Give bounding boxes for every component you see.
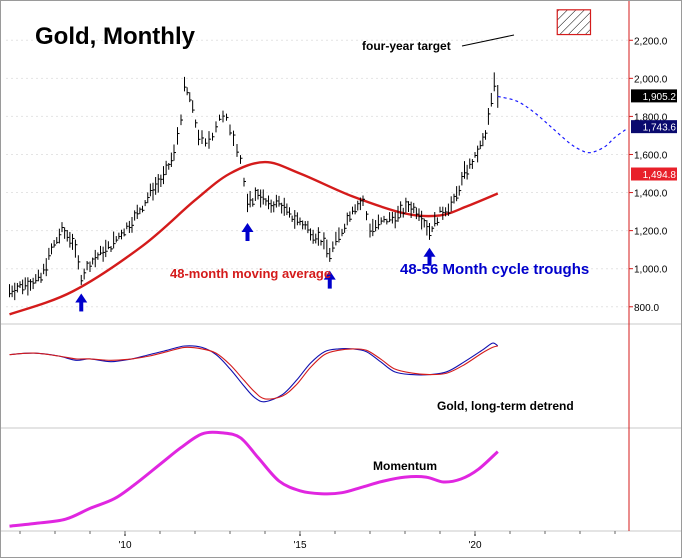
value-badge: 1,743.6 bbox=[631, 120, 677, 134]
price-tick-label: 1,800.0 bbox=[634, 112, 668, 123]
four-year-target-pointer bbox=[461, 34, 515, 47]
cycle-trough-arrow bbox=[423, 247, 436, 266]
cycle-trough-arrows bbox=[75, 223, 436, 312]
trough-arrow-shaft bbox=[245, 231, 250, 242]
trough-arrow-head bbox=[241, 223, 254, 233]
trough-arrow-head bbox=[75, 293, 88, 303]
x-axis: '10 '15 '20 bbox=[19, 531, 616, 551]
detrend-layer bbox=[9, 342, 499, 403]
detrend-label: Gold, long-term detrend bbox=[437, 399, 574, 413]
value-badge-box bbox=[631, 167, 677, 181]
moving-average-line bbox=[9, 160, 499, 316]
value-badges: 1,905.2 1,743.6 1,494.8 bbox=[631, 89, 677, 181]
cycle-troughs-label: 48-56 Month cycle troughs bbox=[400, 261, 589, 278]
value-badge-label: 1,905.2 bbox=[643, 92, 677, 103]
momentum-label: Momentum bbox=[373, 459, 437, 473]
price-tick-label: 2,200.0 bbox=[634, 36, 668, 47]
value-badge: 1,494.8 bbox=[631, 167, 677, 181]
price-tick-label: 1,600.0 bbox=[634, 150, 668, 161]
x-tick-label: '10 bbox=[118, 540, 131, 551]
moving-average-layer bbox=[9, 160, 499, 316]
momentum-layer bbox=[9, 430, 499, 528]
moving-average-label: 48-month moving average bbox=[170, 266, 331, 281]
value-badge-label: 1,743.6 bbox=[643, 123, 677, 134]
trough-arrow-head bbox=[323, 270, 336, 280]
value-badge: 1,905.2 bbox=[631, 89, 677, 103]
four-year-target-zone bbox=[556, 9, 592, 36]
x-tick-label: '20 bbox=[468, 540, 481, 551]
price-tick-label: 1,400.0 bbox=[634, 189, 668, 200]
projection-line bbox=[497, 95, 626, 154]
momentum-line bbox=[9, 430, 499, 528]
trough-arrow-head bbox=[423, 247, 436, 257]
value-badge-box bbox=[631, 120, 677, 134]
price-tick-label: 2,000.0 bbox=[634, 74, 668, 85]
chart-title: Gold, Monthly bbox=[35, 23, 196, 50]
cycle-trough-arrow bbox=[241, 223, 254, 242]
trough-arrow-shaft bbox=[327, 278, 332, 289]
price-grid bbox=[6, 39, 629, 308]
price-tick-label: 800.0 bbox=[634, 303, 659, 314]
target-zone-box bbox=[556, 9, 592, 36]
projection-layer bbox=[497, 95, 626, 154]
price-tick-label: 1,000.0 bbox=[634, 265, 668, 276]
price-axis: 2,200.0 2,000.0 1,800.0 1,600.0 1,400.0 1,200… bbox=[629, 36, 668, 314]
trough-arrow-shaft bbox=[79, 301, 84, 312]
cycle-trough-arrow bbox=[75, 293, 88, 312]
x-tick-label: '15 bbox=[293, 540, 306, 551]
price-bars bbox=[9, 72, 499, 301]
value-badge-label: 1,494.8 bbox=[643, 170, 677, 181]
value-badge-box bbox=[631, 89, 677, 103]
price-tick-label: 1,200.0 bbox=[634, 227, 668, 238]
detrend-signal-line bbox=[9, 345, 498, 400]
four-year-target-label: four-year target bbox=[362, 39, 451, 53]
cycle-trough-arrow bbox=[323, 270, 336, 289]
trough-arrow-shaft bbox=[427, 255, 432, 266]
